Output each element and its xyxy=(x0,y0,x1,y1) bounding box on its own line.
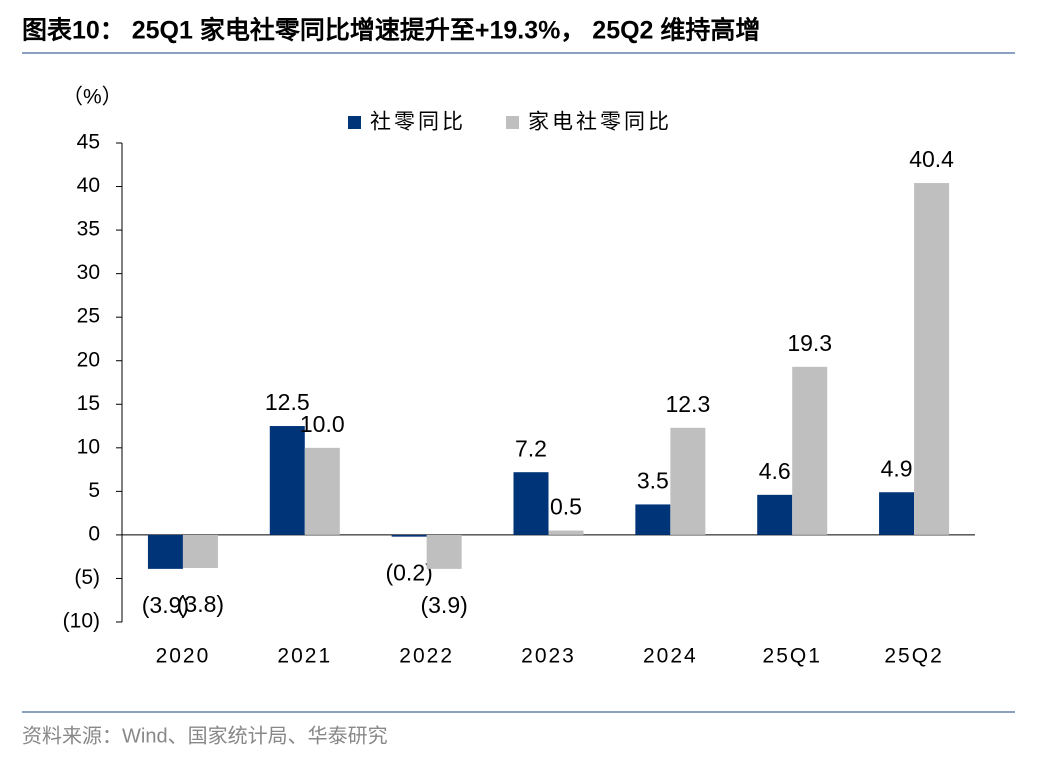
data-label: 7.2 xyxy=(515,435,547,461)
data-label: 19.3 xyxy=(787,330,832,356)
data-label: (0.2) xyxy=(385,560,432,586)
data-label: 4.6 xyxy=(759,458,791,484)
x-tick-label: 2023 xyxy=(521,645,576,668)
bar xyxy=(269,426,305,535)
bar xyxy=(147,534,183,569)
data-label: 40.4 xyxy=(909,146,954,172)
source: 资料来源：Wind、国家统计局、华泰研究 xyxy=(22,724,388,747)
legend-label: 家电社零同比 xyxy=(528,111,672,134)
x-tick-label: 2020 xyxy=(156,645,211,668)
y-tick-label: 0 xyxy=(88,522,100,545)
y-tick-label: 20 xyxy=(77,348,100,371)
bar xyxy=(426,534,462,569)
legend-swatch xyxy=(348,116,361,129)
data-label: 12.5 xyxy=(265,389,310,415)
data-label: 10.0 xyxy=(300,411,345,437)
bar xyxy=(879,492,915,535)
y-tick-label: 40 xyxy=(77,174,100,197)
bar xyxy=(757,494,793,535)
bar xyxy=(391,534,427,537)
y-tick-label: 25 xyxy=(77,305,100,328)
data-label: 0.5 xyxy=(550,494,582,520)
bar xyxy=(548,530,584,535)
bar xyxy=(792,366,828,535)
y-tick-label: 15 xyxy=(77,392,100,415)
x-tick-label: 2021 xyxy=(277,645,332,668)
bar xyxy=(513,472,549,535)
data-label: (3.8) xyxy=(177,591,224,617)
y-tick-label: 10 xyxy=(77,435,100,458)
y-tick-label: 45 xyxy=(77,131,100,154)
x-tick-label: 2022 xyxy=(399,645,454,668)
y-tick-label: 30 xyxy=(77,261,100,284)
data-label: 12.3 xyxy=(665,391,710,417)
legend-label: 社零同比 xyxy=(370,111,466,134)
bar xyxy=(670,427,706,535)
y-axis-label: （%） xyxy=(62,86,123,109)
data-label: 4.9 xyxy=(881,455,913,481)
bar xyxy=(635,504,671,535)
data-label: (3.9) xyxy=(142,592,189,618)
bar xyxy=(304,447,340,535)
x-tick-label: 2024 xyxy=(643,645,698,668)
y-tick-label: (5) xyxy=(74,566,100,589)
y-tick-label: (10) xyxy=(63,610,100,633)
chart-title: 图表10： 25Q1 家电社零同比增速提升至+19.3%， 25Q2 维持高增 xyxy=(22,16,760,45)
x-tick-label: 25Q2 xyxy=(884,645,943,668)
bar xyxy=(182,534,218,569)
data-label: (3.9) xyxy=(420,592,467,618)
data-label: 3.5 xyxy=(637,468,669,494)
bar xyxy=(914,183,950,535)
legend-swatch xyxy=(506,116,519,129)
y-tick-label: 5 xyxy=(88,479,100,502)
x-tick-label: 25Q1 xyxy=(763,645,822,668)
y-tick-label: 35 xyxy=(77,218,100,241)
